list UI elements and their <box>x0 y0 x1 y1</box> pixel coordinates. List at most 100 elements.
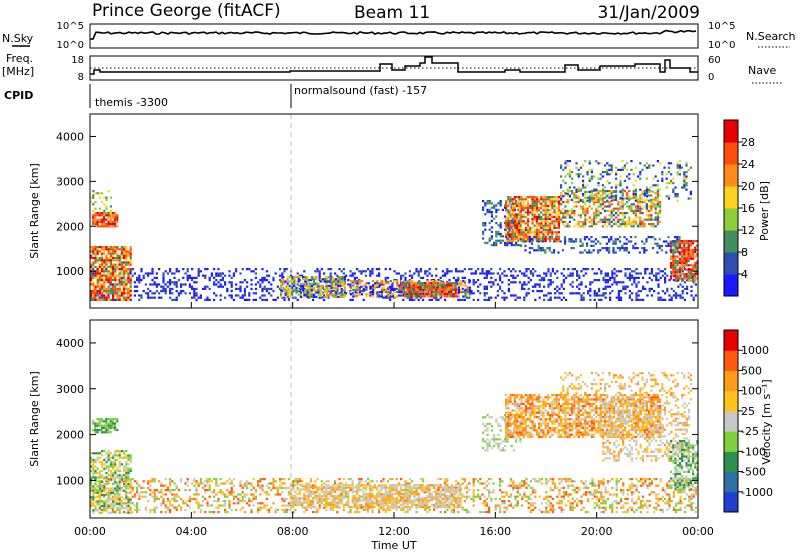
radar-cell <box>609 279 612 282</box>
radar-cell <box>254 276 257 279</box>
radar-cell <box>101 246 104 249</box>
radar-cell <box>648 218 651 221</box>
radar-cell <box>685 257 688 260</box>
radar-cell <box>105 205 108 208</box>
radar-cell <box>109 196 112 199</box>
radar-cell <box>252 478 255 481</box>
radar-cell <box>683 253 686 256</box>
radar-cell <box>426 286 429 289</box>
radar-cell <box>98 220 101 223</box>
radar-cell <box>329 274 332 277</box>
radar-cell <box>400 486 403 489</box>
radar-cell <box>114 265 117 268</box>
radar-cell <box>116 268 119 271</box>
radar-cell <box>402 508 405 511</box>
radar-cell <box>237 294 240 297</box>
radar-cell <box>118 257 121 260</box>
radar-cell <box>432 282 435 285</box>
radar-cell <box>437 288 440 291</box>
radar-cell <box>505 209 508 212</box>
radar-cell <box>303 270 306 273</box>
radar-cell <box>586 251 589 254</box>
radar-cell <box>386 508 389 511</box>
radar-cell <box>632 209 635 212</box>
radar-cell <box>380 293 383 296</box>
radar-cell <box>493 204 496 207</box>
radar-cell <box>643 251 646 254</box>
radar-cell <box>535 198 538 201</box>
radar-cell <box>454 293 457 296</box>
radar-cell <box>224 502 227 505</box>
radar-cell <box>685 253 688 256</box>
radar-cell <box>107 252 110 255</box>
radar-cell <box>643 194 646 197</box>
radar-cell <box>689 251 692 254</box>
radar-cell <box>350 291 353 294</box>
radar-cell <box>397 482 400 485</box>
radar-cell <box>100 214 103 217</box>
radar-cell <box>90 250 93 253</box>
radar-cell <box>302 295 305 298</box>
radar-cell <box>116 279 119 282</box>
radar-cell <box>608 249 611 252</box>
radar-cell <box>217 497 220 500</box>
radar-cell <box>513 233 516 236</box>
radar-cell <box>624 285 627 288</box>
radar-cell <box>261 502 264 505</box>
radar-cell <box>173 276 176 279</box>
radar-cell <box>509 226 512 229</box>
radar-cell <box>584 212 587 215</box>
radar-cell <box>672 190 675 193</box>
radar-cell <box>98 207 101 210</box>
radar-cell <box>173 283 176 286</box>
radar-cell <box>138 294 141 297</box>
radar-cell <box>588 160 591 163</box>
radar-cell <box>421 282 424 285</box>
radar-cell <box>257 506 260 509</box>
radar-cell <box>98 192 101 195</box>
radar-cell <box>372 288 375 291</box>
radar-cell <box>332 293 335 296</box>
radar-cell <box>529 229 532 232</box>
radar-cell <box>424 508 427 511</box>
radar-cell <box>308 293 311 296</box>
radar-cell <box>434 295 437 298</box>
radar-cell <box>557 226 560 229</box>
radar-cell <box>208 287 211 290</box>
radar-cell <box>466 286 469 289</box>
radar-cell <box>406 282 409 285</box>
radar-cell <box>107 285 110 288</box>
radar-cell <box>571 268 574 271</box>
radar-cell <box>286 284 289 287</box>
radar-cell <box>98 294 101 297</box>
radar-cell <box>681 248 684 251</box>
radar-cell <box>605 249 608 252</box>
radar-cell <box>650 225 653 228</box>
radar-cell <box>309 478 312 481</box>
radar-cell <box>472 478 475 481</box>
radar-cell <box>652 236 655 239</box>
radar-cell <box>337 287 340 290</box>
radar-cell <box>202 482 205 485</box>
radar-cell <box>339 280 342 283</box>
radar-cell <box>424 491 427 494</box>
radar-cell <box>268 482 271 485</box>
radar-cell <box>261 268 264 271</box>
radar-cell <box>96 495 99 498</box>
radar-cell <box>655 272 658 275</box>
radar-cell <box>204 484 207 487</box>
radar-cell <box>123 272 126 275</box>
radar-cell <box>511 202 514 205</box>
radar-cell <box>674 266 677 269</box>
radar-cell <box>639 209 642 212</box>
radar-cell <box>94 259 97 262</box>
radar-cell <box>186 270 189 273</box>
radar-cell <box>316 508 319 511</box>
radar-cell <box>142 495 145 498</box>
radar-cell <box>103 495 106 498</box>
radar-cell <box>678 268 681 271</box>
radar-cell <box>169 502 172 505</box>
radar-cell <box>411 274 414 277</box>
radar-cell <box>547 268 550 271</box>
radar-cell <box>639 207 642 210</box>
